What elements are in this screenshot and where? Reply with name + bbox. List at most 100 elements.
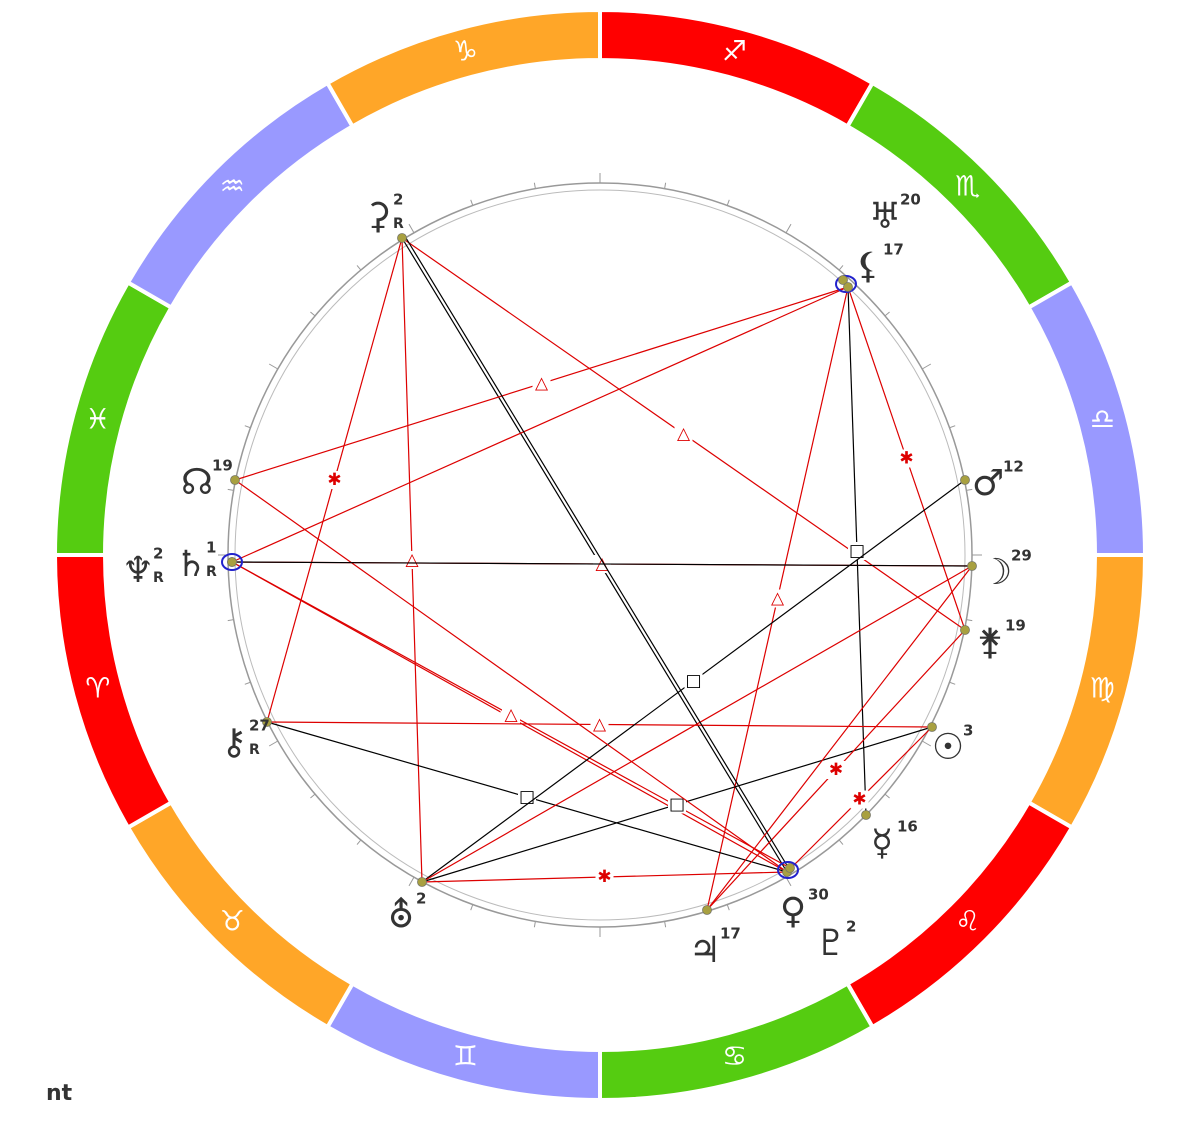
aspect-bg xyxy=(850,790,869,809)
planet-glyph: ♆ xyxy=(122,550,154,591)
aspect-line xyxy=(706,565,973,911)
planet-glyph: ♄ xyxy=(175,544,207,585)
sign-glyph: ♊ xyxy=(453,1039,478,1072)
planet-degree: 3 xyxy=(963,722,973,740)
aspect-bg xyxy=(595,868,614,886)
ring-tick xyxy=(884,311,890,317)
planet-glyph: ♂ xyxy=(972,463,1004,504)
planet-retro: R xyxy=(249,742,260,758)
ring-tick xyxy=(884,793,890,799)
planet-glyph: ♀ xyxy=(780,891,806,932)
ring-tick xyxy=(227,619,234,622)
ring-tick xyxy=(664,182,667,189)
sign-glyph: ♍ xyxy=(1090,672,1115,705)
sign-glyph: ♑ xyxy=(453,35,478,68)
sign-segment xyxy=(324,7,602,130)
ring-tick xyxy=(268,363,279,370)
ring-tick xyxy=(838,839,844,845)
aspect-glyph: △ xyxy=(593,715,607,735)
ring-tick xyxy=(356,839,362,845)
sign-glyph: ♏ xyxy=(955,169,980,202)
conjunction-mark xyxy=(221,553,243,571)
aspect-bg xyxy=(827,761,845,779)
aspect-glyph: □ xyxy=(669,795,685,815)
aspect-bg xyxy=(668,795,686,814)
aspect-bg xyxy=(897,449,916,468)
ring-tick xyxy=(268,740,279,747)
planet-glyph: ⚸ xyxy=(855,246,881,287)
planet-degree: 19 xyxy=(1005,617,1026,635)
aspect-glyph: ✱ xyxy=(327,470,341,490)
planet-dot xyxy=(843,282,853,292)
planet-glyph: ☉ xyxy=(932,727,964,768)
ring-tick xyxy=(664,921,667,928)
sign-glyph: ♐ xyxy=(722,35,747,68)
aspect-bg xyxy=(848,542,866,560)
planet-degree: 1 xyxy=(206,539,216,557)
ring-tick xyxy=(533,921,536,928)
sign-segment xyxy=(52,279,175,557)
aspect-glyph: △ xyxy=(677,424,691,444)
aspect-glyph: △ xyxy=(504,705,518,725)
ring-tick xyxy=(310,311,316,317)
aspect-glyph: △ xyxy=(405,550,419,570)
planet-degree: 20 xyxy=(900,191,921,209)
sign-glyph: ♌ xyxy=(955,905,980,938)
sign-glyph: ♎ xyxy=(1090,402,1115,435)
sign-segment xyxy=(598,7,876,130)
planet-glyph: ⚳ xyxy=(365,196,391,237)
planet-degree: 2 xyxy=(393,191,403,209)
sign-segment xyxy=(1025,553,1148,831)
planet-dot xyxy=(417,877,427,887)
sign-glyph: ♈ xyxy=(85,672,110,705)
aspect-bg xyxy=(684,672,703,690)
aspect-bg xyxy=(403,551,421,569)
planet-glyph: ⛢ xyxy=(388,895,414,936)
ring-tick xyxy=(310,793,316,799)
ring-tick xyxy=(966,619,973,622)
ring-tick xyxy=(838,265,844,271)
planet-glyph: ☊ xyxy=(181,462,213,503)
planet-degree: 2 xyxy=(416,890,426,908)
ring-tick xyxy=(244,681,251,685)
ring-tick xyxy=(470,199,474,206)
planet-glyph: ♅ xyxy=(869,196,901,237)
planet-degree: 29 xyxy=(1011,547,1032,565)
planet-retro: R xyxy=(206,564,217,580)
ring-tick xyxy=(356,265,362,271)
ring-tick xyxy=(949,681,956,685)
aspect-bg xyxy=(768,589,787,608)
planet-glyph: ♇ xyxy=(815,923,847,964)
aspect-bg xyxy=(502,706,520,724)
aspect-bg xyxy=(532,374,551,393)
planet-dot xyxy=(960,475,970,485)
planet-degree: 2 xyxy=(846,918,856,936)
ring-tick xyxy=(921,740,932,747)
planet-dot xyxy=(861,810,871,820)
ring-tick xyxy=(408,876,415,887)
planet-retro: R xyxy=(153,570,164,586)
aspect-line xyxy=(405,237,792,873)
sign-glyph: ♉ xyxy=(220,905,245,938)
planet-degree: 17 xyxy=(720,925,741,943)
aspect-bg xyxy=(325,471,344,489)
sign-segment xyxy=(52,553,175,831)
planet-glyph: ☿ xyxy=(871,823,893,864)
planet-degree: 2 xyxy=(153,545,163,563)
aspect-bg xyxy=(590,715,609,734)
ring-tick xyxy=(533,182,536,189)
aspect-glyph: ✱ xyxy=(899,449,913,469)
aspect-glyph: □ xyxy=(849,541,865,561)
planet-dot xyxy=(262,717,272,727)
aspect-glyph: △ xyxy=(771,589,785,609)
ring-tick xyxy=(785,223,792,234)
aspect-line xyxy=(421,565,973,883)
ring-tick xyxy=(244,425,251,429)
aspect-glyph: ✱ xyxy=(852,790,866,810)
conjunction-mark xyxy=(835,275,857,293)
aspect-line xyxy=(231,561,973,567)
aspect-glyph: △ xyxy=(535,374,549,394)
planet-dot xyxy=(227,557,237,567)
aspect-glyph: ✱ xyxy=(829,760,843,780)
